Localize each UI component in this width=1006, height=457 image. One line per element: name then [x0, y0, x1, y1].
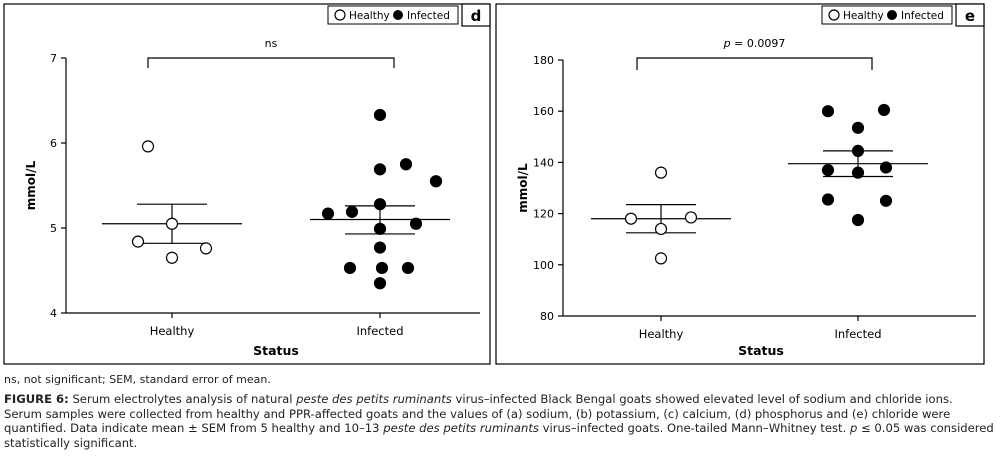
series-healthy — [102, 140, 242, 264]
series-infected — [310, 108, 450, 290]
panel-label-box — [955, 3, 985, 27]
panel-e: e Healthy Infected 80 100 120 140 160 180 mmol/L H… — [495, 3, 985, 365]
x-axis-label: Status — [253, 343, 299, 358]
data-point — [851, 121, 865, 134]
panel-label-box — [461, 3, 491, 27]
data-point — [375, 261, 389, 275]
p-symbol: p — [723, 37, 731, 50]
x-tick-label: Infected — [834, 327, 881, 341]
figure-panels: d Healthy Infected 4 5 6 7 mmol/L Healthy Infecte… — [3, 3, 985, 365]
x-tick-label: Infected — [356, 324, 403, 338]
x-tick-label: Healthy — [150, 324, 195, 338]
y-tick-label: 5 — [50, 222, 57, 235]
data-point — [821, 163, 835, 177]
data-point — [851, 144, 865, 157]
significance-label: p = 0.0097 — [723, 37, 786, 50]
significance-label: ns — [265, 37, 278, 50]
figure-footnote: ns, not significant; SEM, standard error… — [4, 373, 271, 386]
y-tick-label: 160 — [533, 105, 554, 118]
legend-infected-marker — [393, 10, 403, 20]
data-point — [879, 194, 893, 207]
data-point — [654, 222, 668, 236]
data-point — [821, 193, 835, 206]
data-point — [373, 241, 387, 254]
data-point — [373, 222, 387, 235]
data-point — [165, 217, 179, 230]
caption-text-3: virus–infected goats. One-tailed Mann–Wh… — [538, 421, 850, 435]
data-point — [401, 261, 415, 275]
caption-label: FIGURE 6: — [4, 392, 69, 406]
series-healthy — [591, 166, 731, 265]
caption-italic-1: peste des petits ruminants — [296, 392, 452, 406]
y-tick-label: 80 — [540, 310, 554, 323]
y-tick-label: 180 — [533, 54, 554, 67]
y-axis-label: mmol/L — [24, 160, 38, 210]
data-point — [654, 166, 668, 179]
data-point — [624, 212, 638, 225]
data-point — [373, 198, 387, 211]
y-axis-label: mmol/L — [516, 163, 530, 213]
data-point — [373, 108, 387, 122]
significance-bracket — [147, 57, 395, 68]
data-point — [373, 163, 387, 176]
legend-healthy-label: Healthy — [349, 10, 390, 22]
significance-bracket — [636, 57, 873, 70]
data-point — [373, 277, 387, 290]
panel-frame — [495, 3, 985, 365]
y-tick-label: 6 — [50, 137, 57, 150]
data-point — [343, 261, 357, 275]
data-point — [429, 175, 443, 188]
panel-frame — [3, 3, 491, 365]
caption-italic-3: p — [849, 421, 858, 435]
data-point — [851, 213, 865, 227]
data-point — [821, 105, 835, 118]
p-value: = 0.0097 — [731, 37, 786, 50]
data-point — [199, 242, 213, 255]
data-point — [851, 166, 865, 179]
y-tick-label: 140 — [533, 156, 554, 169]
legend-healthy-marker — [334, 9, 346, 21]
y-tick-label: 120 — [533, 208, 554, 221]
series-infected — [788, 103, 928, 227]
data-point — [141, 140, 155, 153]
y-tick-label: 4 — [50, 307, 57, 320]
figure-caption: FIGURE 6: Serum electrolytes analysis of… — [4, 392, 994, 450]
caption-text-2: virus–infected Black Bengal goats showed… — [4, 392, 953, 435]
data-point — [877, 103, 891, 117]
y-tick-label: 100 — [533, 259, 554, 272]
data-point — [879, 161, 893, 174]
data-point — [321, 207, 335, 220]
panel-label: d — [471, 7, 482, 25]
panel-d: d Healthy Infected 4 5 6 7 mmol/L Healthy Infecte… — [3, 3, 491, 365]
legend-healthy-label: Healthy — [843, 10, 884, 22]
data-point — [345, 205, 359, 218]
legend-healthy-marker — [828, 9, 840, 21]
data-point — [654, 252, 668, 265]
caption-italic-2: peste des petits ruminants — [383, 421, 539, 435]
data-point — [684, 211, 698, 224]
x-tick-label: Healthy — [639, 327, 684, 341]
legend-infected-label: Infected — [901, 10, 944, 22]
data-point — [131, 235, 145, 248]
panel-label: e — [965, 7, 975, 25]
data-point — [409, 217, 423, 230]
data-point — [399, 158, 413, 171]
data-point — [165, 251, 179, 264]
y-tick-label: 7 — [50, 52, 57, 65]
x-axis-label: Status — [738, 343, 784, 358]
legend-infected-label: Infected — [407, 10, 450, 22]
caption-text-4: ≤ 0.05 was considered statistically sign… — [4, 421, 994, 450]
legend-infected-marker — [887, 10, 897, 20]
caption-text-1: Serum electrolytes analysis of natural — [68, 392, 297, 406]
